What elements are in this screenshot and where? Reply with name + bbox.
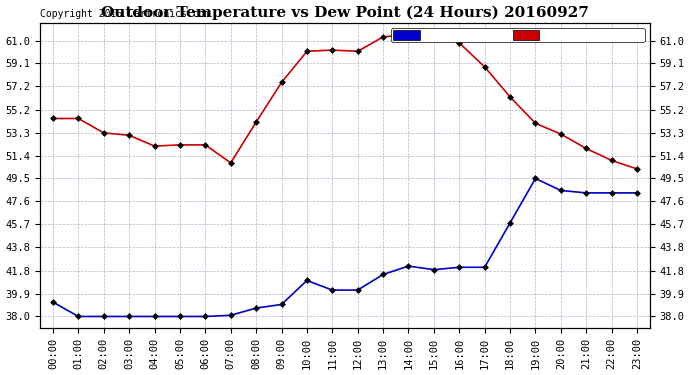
Text: Copyright 2016 Cartronics.com: Copyright 2016 Cartronics.com	[40, 9, 210, 20]
Legend: Dew Point (°F), Temperature (°F): Dew Point (°F), Temperature (°F)	[391, 28, 644, 42]
Title: Outdoor Temperature vs Dew Point (24 Hours) 20160927: Outdoor Temperature vs Dew Point (24 Hou…	[101, 6, 589, 20]
